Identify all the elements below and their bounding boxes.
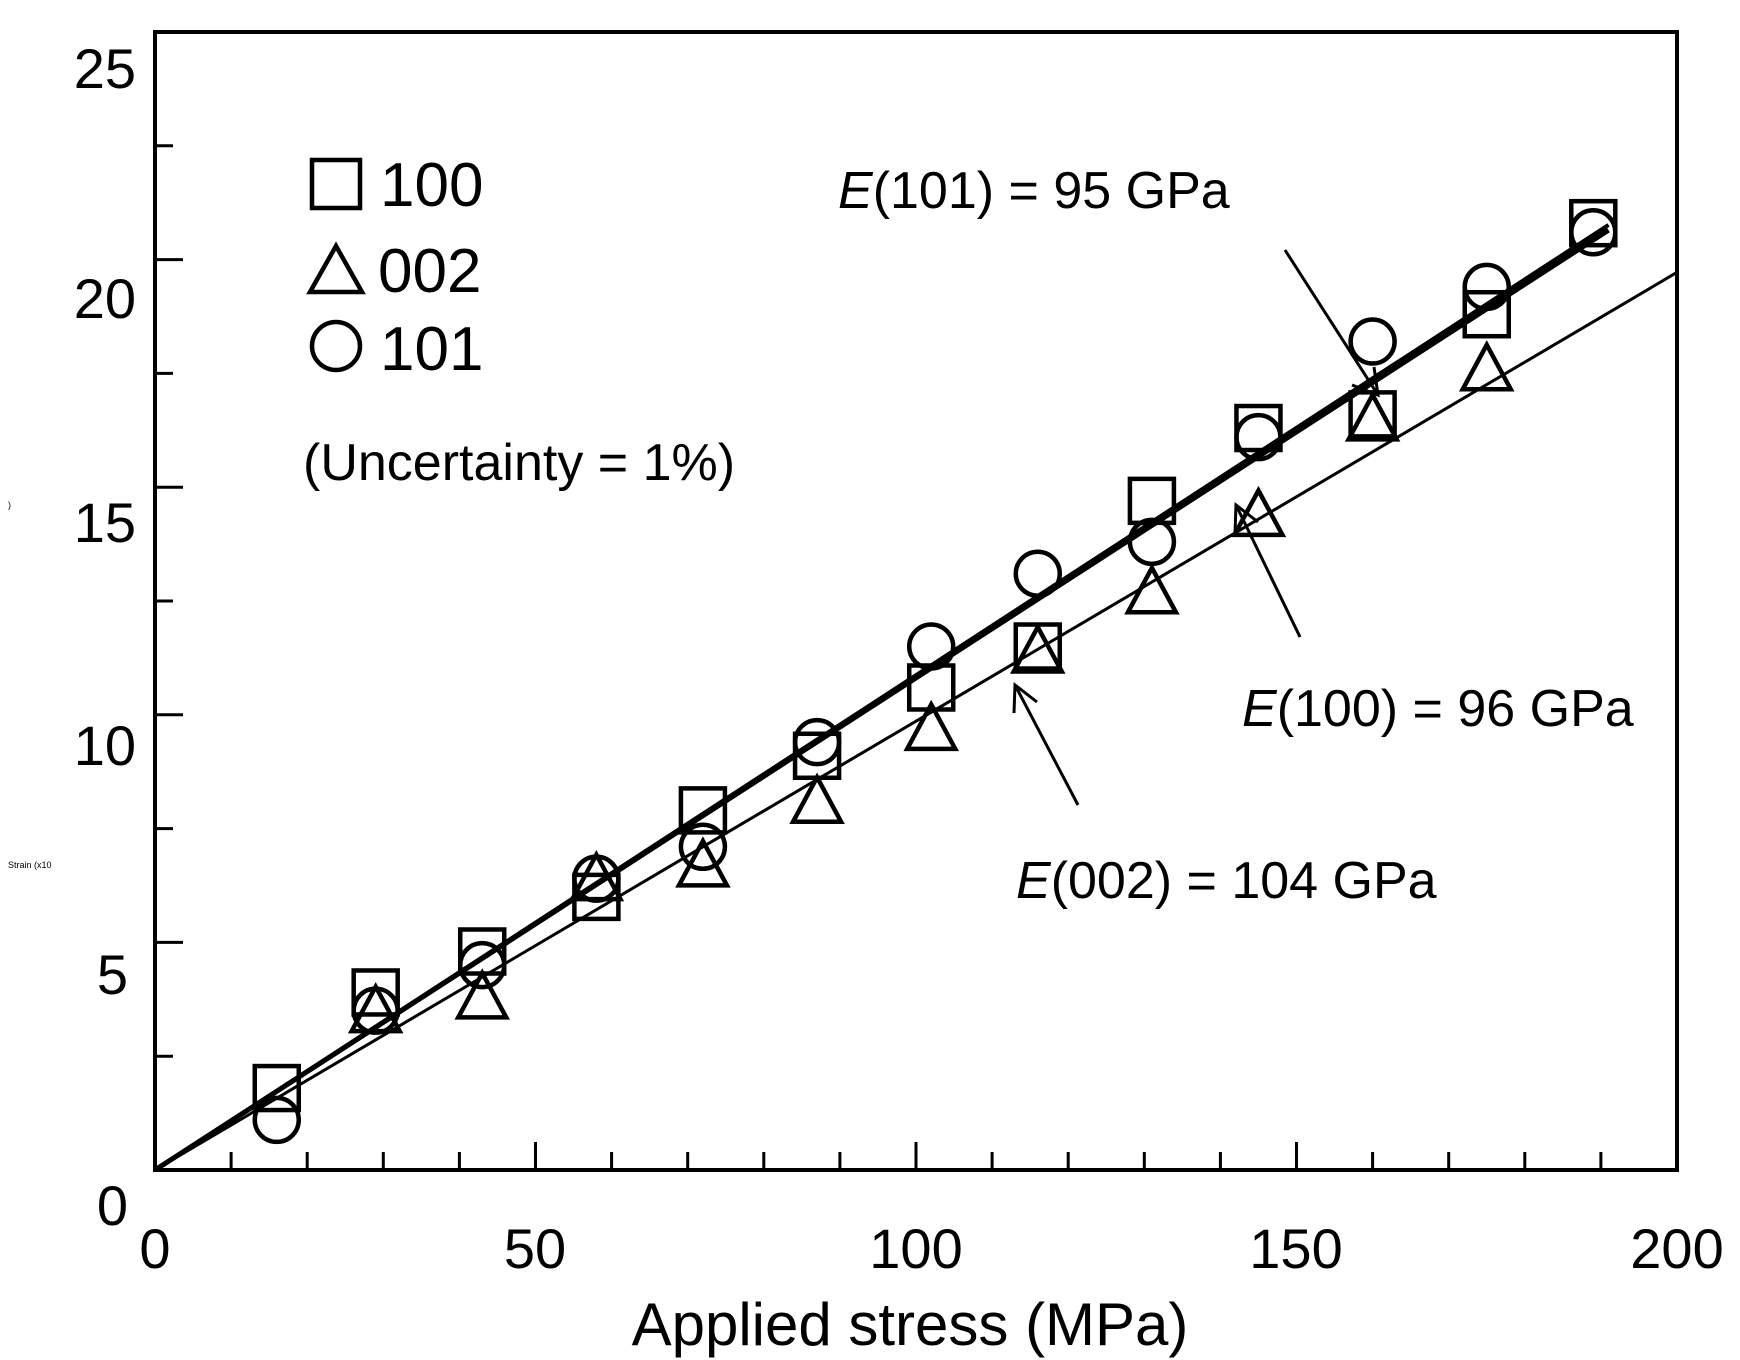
annotation-arrowhead bbox=[1233, 502, 1259, 534]
annotation-002: E(002) = 104 GPa bbox=[1012, 682, 1437, 910]
annotation-label-100: E(100) = 96 GPa bbox=[1242, 680, 1634, 738]
annotation-arrowhead bbox=[1351, 366, 1380, 398]
marker-circle bbox=[906, 622, 956, 671]
marker-triangle bbox=[1009, 622, 1066, 674]
annotation-label-101: E(101) = 95 GPa bbox=[838, 162, 1230, 220]
annotation-100: E(100) = 96 GPa bbox=[1233, 502, 1634, 738]
annotation-text: (002) = 104 GPa bbox=[1051, 852, 1437, 910]
marker-circle bbox=[1348, 317, 1397, 366]
annotation-label-002: E(002) = 104 GPa bbox=[1016, 852, 1437, 910]
marker-triangle bbox=[789, 772, 845, 824]
x-tick-label: 100 bbox=[869, 1217, 962, 1280]
y-tick-label: 10 bbox=[74, 714, 136, 777]
y-tick-label: 15 bbox=[74, 491, 136, 554]
marker-circle bbox=[1569, 208, 1618, 257]
marker-square bbox=[1127, 476, 1177, 526]
legend-triangle-marker bbox=[306, 241, 366, 295]
annotation-e: E bbox=[838, 162, 874, 220]
annotation-text: (100) = 96 GPa bbox=[1277, 680, 1634, 738]
legend: 100 002 101 bbox=[306, 151, 483, 384]
annotation-text: (101) = 95 GPa bbox=[873, 162, 1230, 220]
marker-square bbox=[678, 786, 728, 835]
x-axis-title: Applied stress (MPa) bbox=[632, 1291, 1189, 1358]
marker-triangle bbox=[1124, 563, 1180, 615]
y-axis-title: Strain (x10 bbox=[8, 860, 52, 870]
tiny-paren: ) bbox=[8, 500, 11, 510]
marker-circle bbox=[792, 717, 842, 767]
marker-circle bbox=[1234, 412, 1283, 462]
marker-circle bbox=[351, 986, 400, 1035]
legend-square-marker bbox=[309, 157, 363, 211]
marker-triangle bbox=[903, 699, 959, 752]
marker-square bbox=[906, 663, 956, 712]
marker-circle bbox=[252, 1095, 302, 1145]
annotation-e: E bbox=[1016, 852, 1052, 910]
x-tick-label: 150 bbox=[1249, 1217, 1342, 1280]
x-tick-label: 50 bbox=[504, 1217, 566, 1280]
y-tick-label: 20 bbox=[74, 267, 136, 330]
y-tick-label: 0 bbox=[97, 1174, 128, 1237]
y-tick-label: 25 bbox=[74, 37, 136, 100]
marker-square bbox=[1569, 198, 1618, 248]
marker-square bbox=[252, 1063, 302, 1113]
marker-circle bbox=[678, 822, 728, 872]
annotation-arrow-line bbox=[1283, 249, 1380, 396]
legend-label-002: 002 bbox=[378, 237, 481, 306]
marker-circle bbox=[1013, 549, 1063, 598]
marker-circle bbox=[1127, 517, 1177, 567]
annotation-arrow-line bbox=[1013, 684, 1080, 806]
x-tick-label: 0 bbox=[139, 1217, 170, 1280]
marker-circle bbox=[572, 854, 621, 903]
marker-triangle bbox=[454, 968, 511, 1020]
marker-circle bbox=[457, 940, 507, 990]
annotation-101: E(101) = 95 GPa bbox=[838, 162, 1380, 398]
marker-triangle bbox=[1344, 390, 1401, 442]
annotation-e: E bbox=[1242, 680, 1278, 738]
legend-label-101: 101 bbox=[380, 315, 483, 384]
marker-square bbox=[1234, 403, 1283, 453]
marker-triangle bbox=[1458, 340, 1515, 392]
x-tick-label: 200 bbox=[1630, 1217, 1723, 1280]
tick-labels: 0 50 100 150 200 0 5 10 15 20 25 bbox=[74, 37, 1724, 1280]
fit-line-002 bbox=[154, 271, 1678, 1172]
uncertainty-note: (Uncertainty = 1%) bbox=[303, 434, 735, 492]
marker-square bbox=[1462, 289, 1511, 339]
y-tick-label: 5 bbox=[97, 943, 128, 1006]
annotation-arrow-line bbox=[1234, 504, 1302, 638]
marker-square bbox=[351, 968, 400, 1017]
annotation-arrowhead bbox=[1012, 682, 1038, 714]
marker-circle bbox=[1462, 262, 1511, 312]
legend-circle-marker bbox=[309, 319, 363, 373]
legend-label-100: 100 bbox=[380, 151, 483, 220]
axis-ticks bbox=[153, 30, 1679, 1172]
